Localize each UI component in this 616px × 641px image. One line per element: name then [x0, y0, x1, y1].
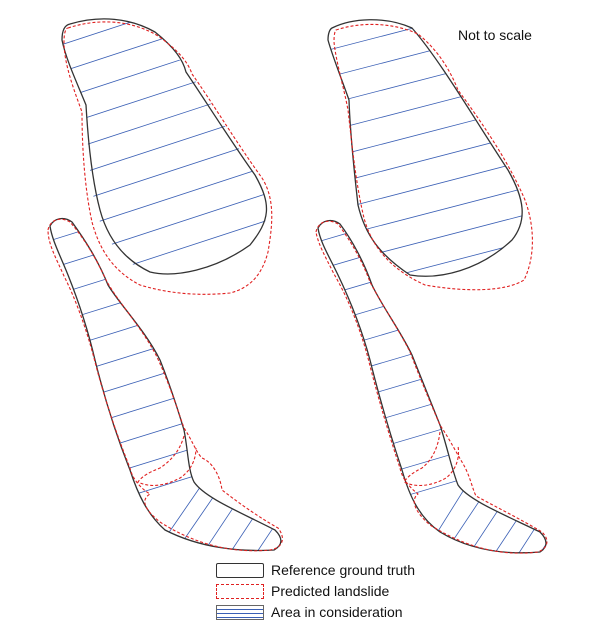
- not-to-scale-note: Not to scale: [458, 27, 532, 43]
- hatch-swatch: [216, 604, 264, 620]
- right-lower-prediction: [315, 220, 548, 554]
- legend-item-ground-truth: Reference ground truth: [216, 560, 415, 580]
- right-upper-prediction: [333, 23, 533, 291]
- right-lower-hatch: [318, 220, 546, 553]
- left-lower-prediction-inner-lobe: [137, 435, 197, 487]
- legend: Reference ground truth Predicted landsli…: [216, 560, 415, 623]
- left-lower-ground-truth: [49, 217, 282, 552]
- legend-label-predicted: Predicted landslide: [271, 583, 390, 599]
- left-upper-prediction: [63, 21, 273, 295]
- left-lower-prediction: [47, 218, 283, 552]
- left-upper-deposit: [61, 18, 273, 295]
- predicted-swatch: [216, 583, 264, 599]
- right-lower-prediction-inner-lobe: [403, 431, 460, 487]
- right-upper-deposit: [327, 19, 533, 291]
- left-upper-ground-truth: [61, 18, 268, 275]
- right-lower-deposit: [315, 219, 548, 554]
- right-upper-ground-truth: [327, 19, 523, 277]
- ground-truth-swatch: [216, 562, 264, 578]
- right-lower-ground-truth: [317, 219, 547, 554]
- legend-label-area: Area in consideration: [271, 604, 403, 620]
- legend-label-ground-truth: Reference ground truth: [271, 562, 415, 578]
- legend-item-predicted: Predicted landslide: [216, 581, 415, 601]
- left-upper-hatch: [62, 18, 268, 274]
- legend-item-area: Area in consideration: [216, 602, 415, 622]
